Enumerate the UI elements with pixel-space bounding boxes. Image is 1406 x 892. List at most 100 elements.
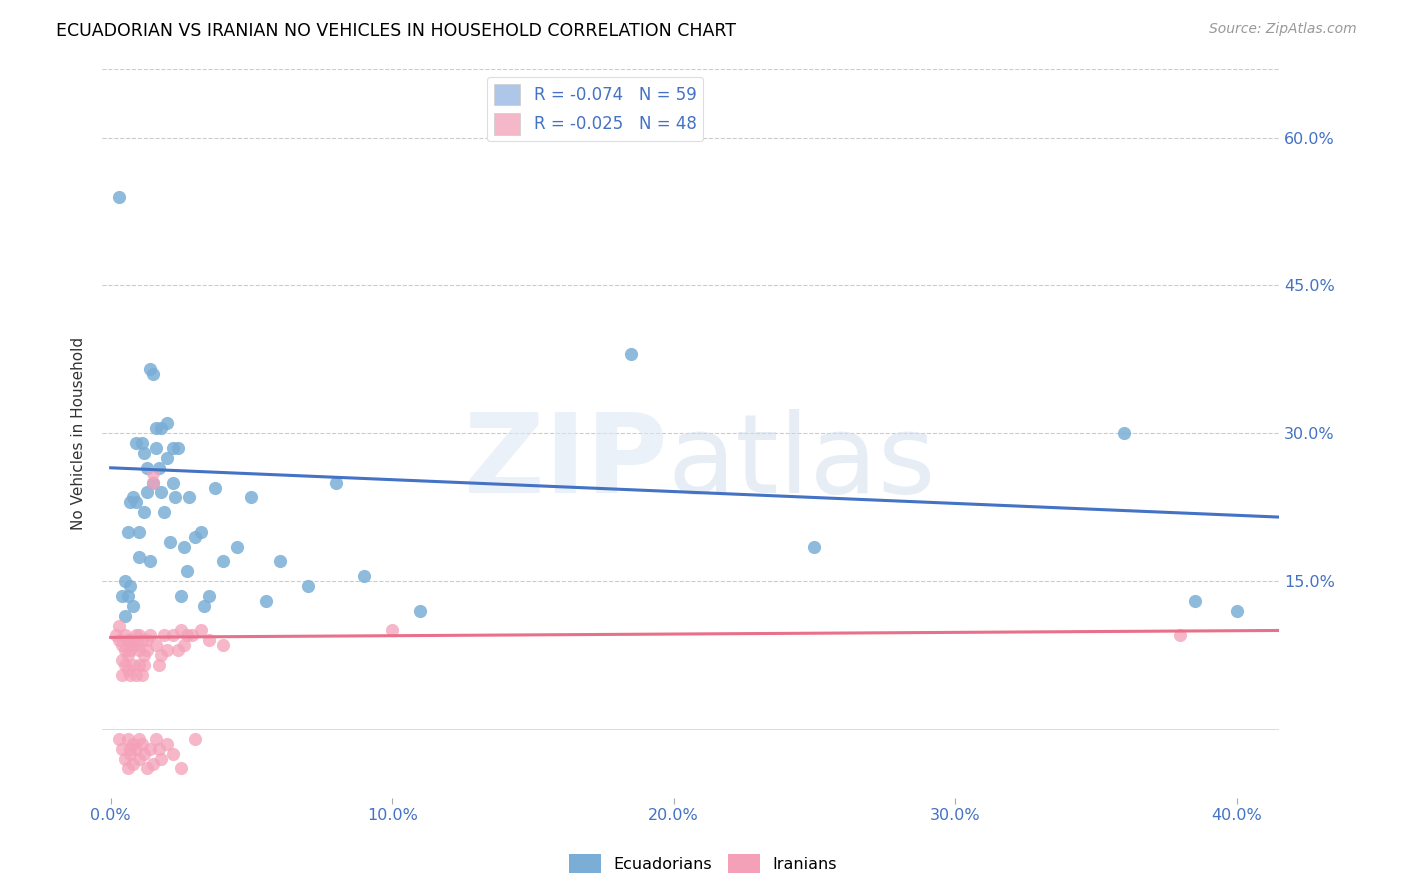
Point [108,618,131,632]
Point [148,741,170,756]
Point [620,347,643,361]
Legend: R = -0.074   N = 59, R = -0.025   N = 48: R = -0.074 N = 59, R = -0.025 N = 48 [486,77,703,141]
Point [165,491,187,505]
Point [145,731,167,746]
Point [111,668,134,682]
Point [134,747,156,761]
Point [120,495,142,509]
Point [111,589,134,603]
Point [136,633,159,648]
Point [156,643,179,657]
Point [139,362,162,376]
Point [173,638,195,652]
Point [108,633,131,648]
Point [176,628,198,642]
Point [139,554,162,568]
Point [409,604,432,618]
Point [167,643,190,657]
Point [122,599,145,613]
Point [254,594,277,608]
Point [131,633,153,648]
Point [134,446,156,460]
Point [150,648,173,662]
Point [142,475,165,490]
Point [105,628,128,642]
Point [117,663,139,677]
Point [176,564,198,578]
Legend: Ecuadorians, Iranians: Ecuadorians, Iranians [562,847,844,880]
Point [148,460,170,475]
Point [145,638,167,652]
Point [226,540,249,554]
Point [162,475,184,490]
Point [190,524,212,539]
Point [1114,426,1136,441]
Point [142,756,165,771]
Point [134,648,156,662]
Point [114,574,136,589]
Point [179,491,201,505]
Point [136,643,159,657]
Point [142,475,165,490]
Point [136,485,159,500]
Point [120,668,142,682]
Point [170,762,193,776]
Point [198,589,221,603]
Point [114,628,136,642]
Point [128,628,150,642]
Point [1184,594,1206,608]
Point [117,648,139,662]
Point [134,657,156,672]
Point [131,737,153,751]
Point [240,491,263,505]
Point [117,524,139,539]
Point [117,762,139,776]
Point [170,589,193,603]
Point [803,540,825,554]
Point [114,751,136,765]
Point [128,731,150,746]
Text: ECUADORIAN VS IRANIAN NO VEHICLES IN HOUSEHOLD CORRELATION CHART: ECUADORIAN VS IRANIAN NO VEHICLES IN HOU… [56,22,737,40]
Point [353,569,375,583]
Point [131,668,153,682]
Text: ZIP: ZIP [464,409,666,516]
Point [167,441,190,455]
Point [122,657,145,672]
Point [120,741,142,756]
Point [111,653,134,667]
Point [198,633,221,648]
Point [381,624,404,638]
Point [1226,604,1249,618]
Point [156,417,179,431]
Point [136,460,159,475]
Point [122,638,145,652]
Text: atlas: atlas [666,409,935,516]
Point [150,421,173,435]
Point [1170,628,1192,642]
Point [145,441,167,455]
Point [136,762,159,776]
Point [125,436,148,450]
Point [150,485,173,500]
Point [128,657,150,672]
Point [111,638,134,652]
Point [190,624,212,638]
Point [114,643,136,657]
Point [114,608,136,623]
Point [297,579,319,593]
Point [125,638,148,652]
Point [122,491,145,505]
Point [173,540,195,554]
Point [269,554,291,568]
Point [148,657,170,672]
Point [111,741,134,756]
Point [125,628,148,642]
Point [131,436,153,450]
Point [162,628,184,642]
Point [128,549,150,564]
Point [212,638,235,652]
Point [134,505,156,519]
Point [212,554,235,568]
Text: Source: ZipAtlas.com: Source: ZipAtlas.com [1209,22,1357,37]
Point [125,741,148,756]
